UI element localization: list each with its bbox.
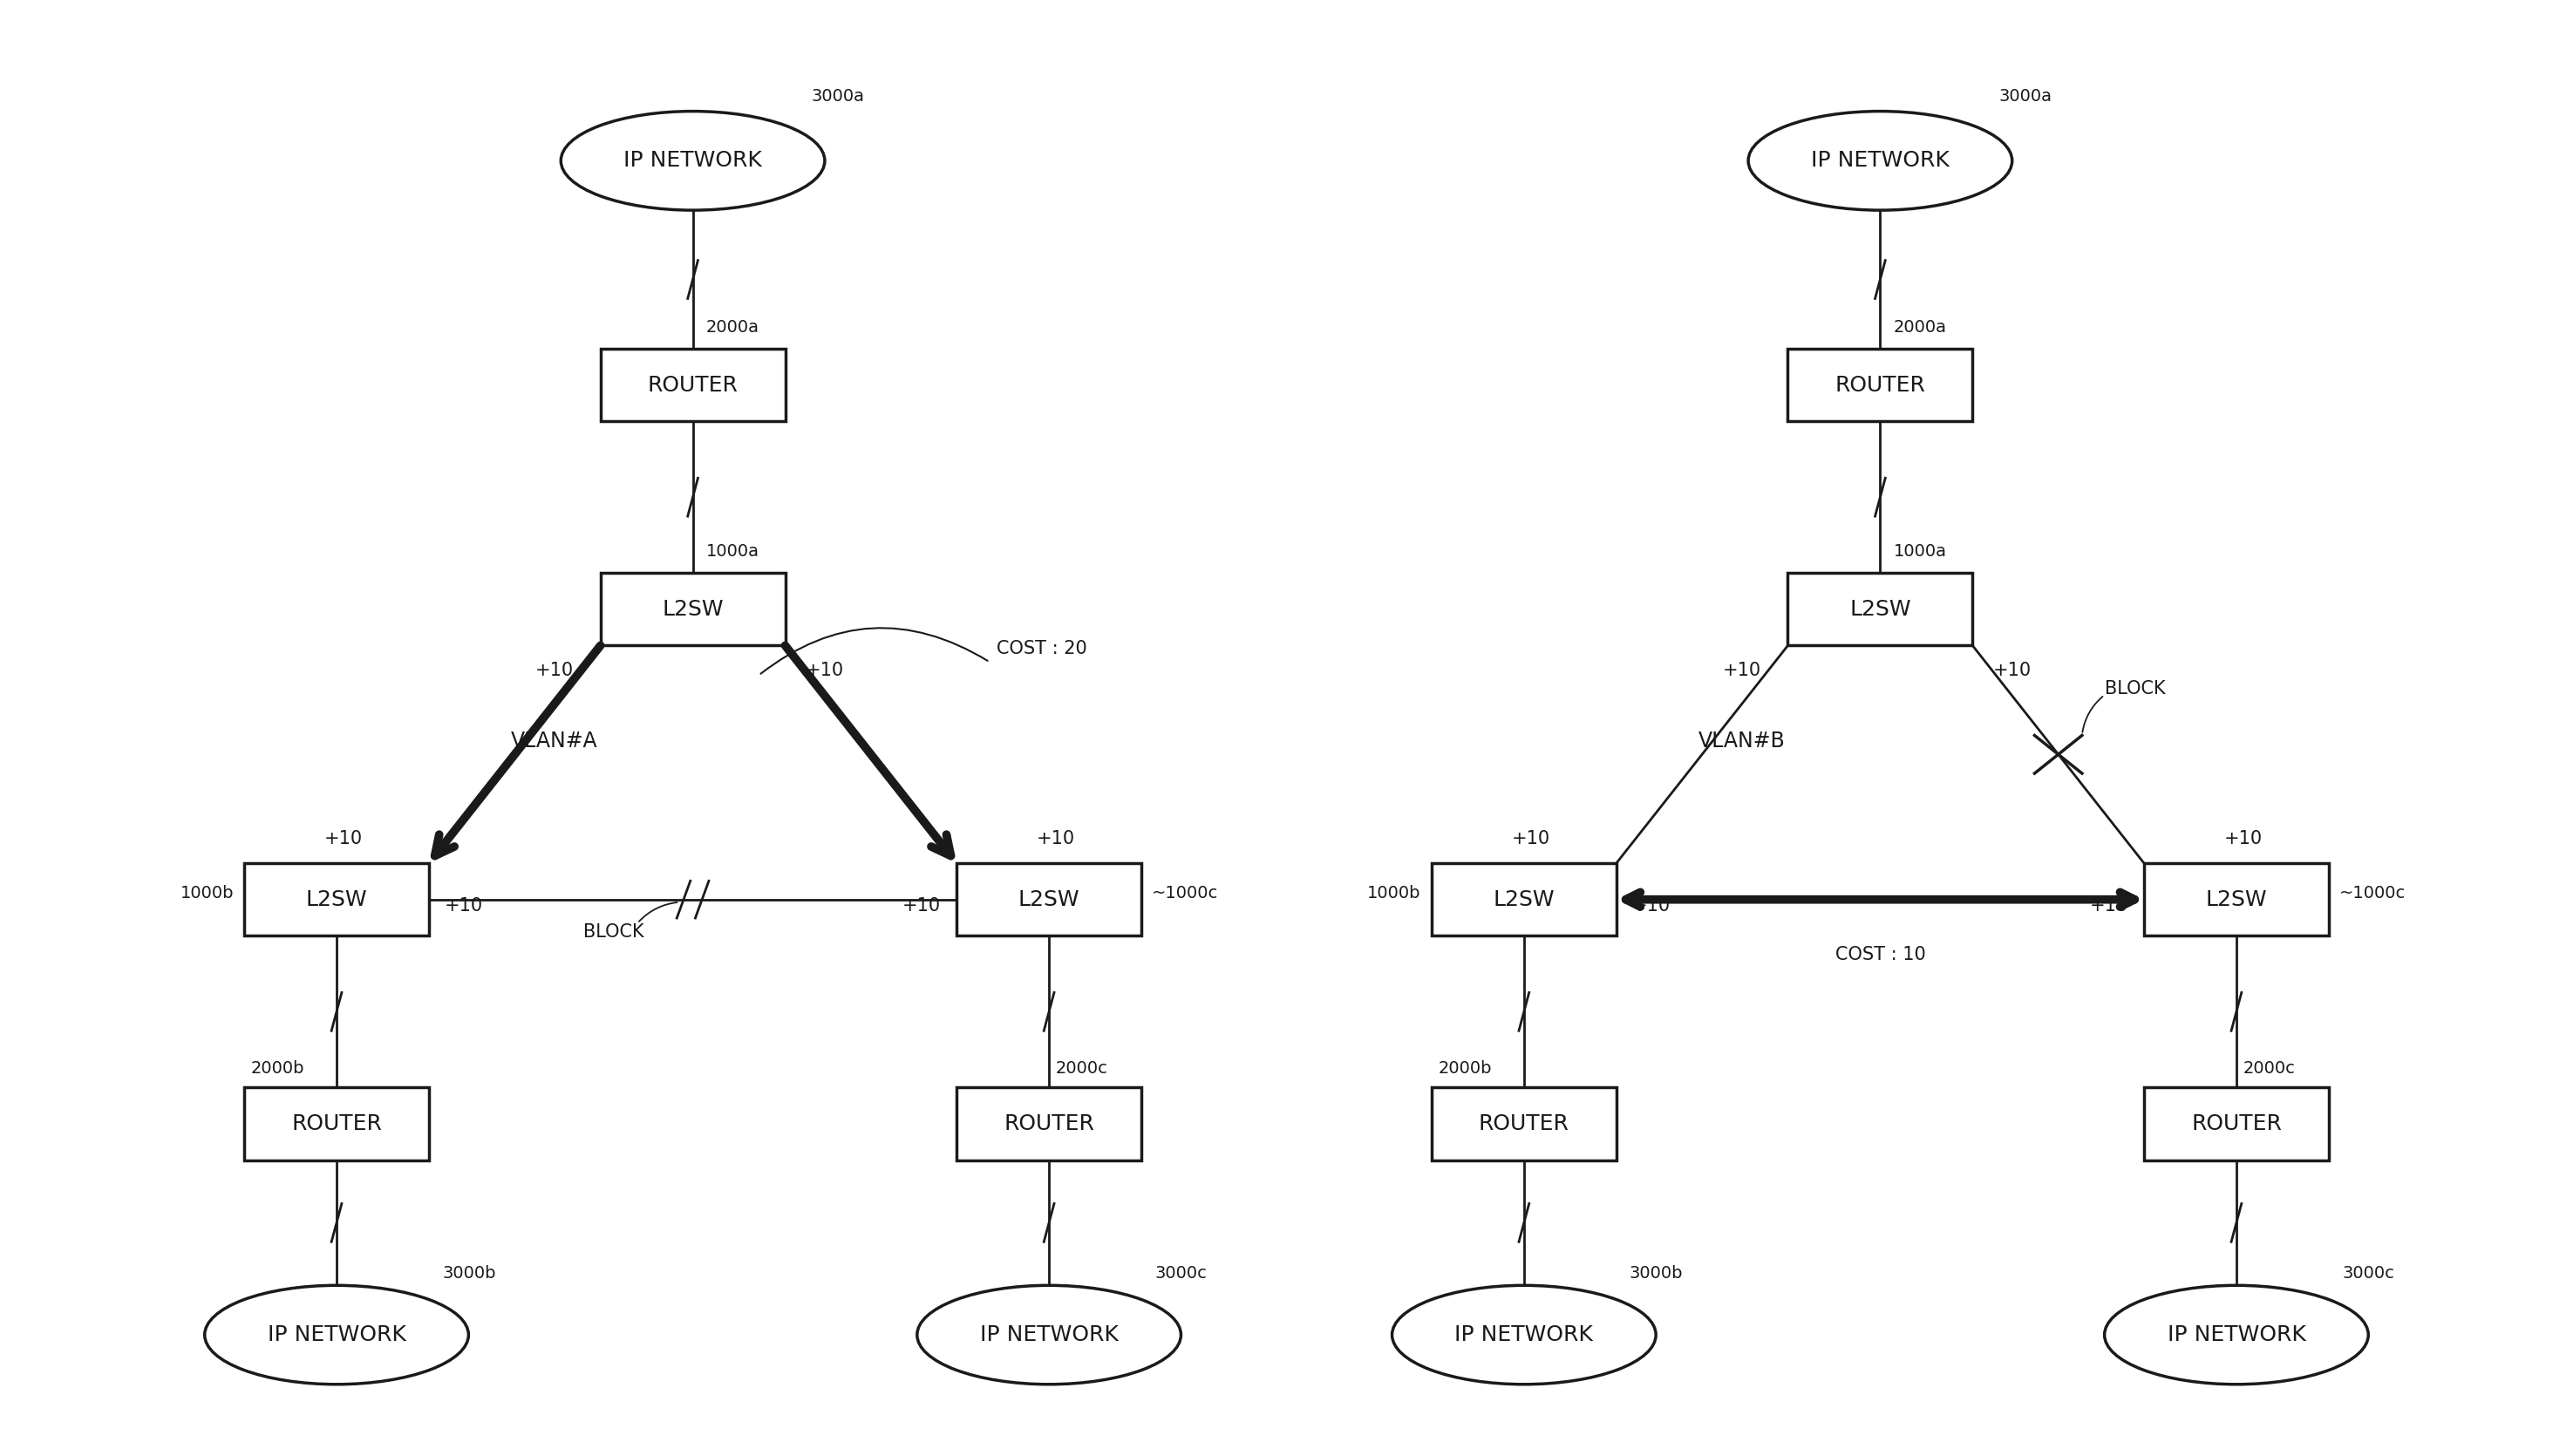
Text: IP NETWORK: IP NETWORK (980, 1325, 1119, 1345)
Text: IP NETWORK: IP NETWORK (268, 1325, 407, 1345)
FancyBboxPatch shape (1788, 574, 1973, 645)
Text: +10: +10 (535, 661, 574, 678)
FancyBboxPatch shape (2143, 1088, 2329, 1160)
Text: 2000b: 2000b (250, 1060, 304, 1077)
FancyBboxPatch shape (2143, 863, 2329, 936)
Text: 3000b: 3000b (1629, 1265, 1683, 1281)
Text: +10: +10 (1631, 897, 1670, 914)
FancyBboxPatch shape (1431, 863, 1616, 936)
Text: COST : 20: COST : 20 (996, 641, 1086, 658)
FancyBboxPatch shape (244, 1088, 430, 1160)
Text: L2SW: L2SW (1850, 598, 1912, 620)
Text: 2000a: 2000a (705, 319, 759, 335)
Text: IP NETWORK: IP NETWORK (1454, 1325, 1593, 1345)
Text: +10: +10 (1721, 661, 1760, 678)
Text: ROUTER: ROUTER (648, 374, 738, 396)
Text: +10: +10 (1037, 830, 1076, 847)
Text: +10: +10 (324, 830, 363, 847)
Text: +10: +10 (903, 897, 942, 914)
Text: 3000a: 3000a (1999, 89, 2053, 105)
Text: 3000a: 3000a (810, 89, 865, 105)
Text: 1000a: 1000a (1894, 543, 1948, 559)
Text: IP NETWORK: IP NETWORK (623, 150, 762, 172)
FancyBboxPatch shape (600, 349, 785, 421)
Text: L2SW: L2SW (1492, 890, 1554, 910)
FancyBboxPatch shape (1788, 349, 1973, 421)
Text: ROUTER: ROUTER (2192, 1114, 2282, 1134)
Text: ROUTER: ROUTER (1835, 374, 1925, 396)
Text: 2000c: 2000c (2244, 1060, 2295, 1077)
Text: 3000c: 3000c (1155, 1265, 1207, 1281)
Text: 1000b: 1000b (180, 885, 234, 901)
Text: 3000b: 3000b (443, 1265, 497, 1281)
Text: +10: +10 (1994, 661, 2030, 678)
Text: IP NETWORK: IP NETWORK (1811, 150, 1950, 172)
Text: L2SW: L2SW (2205, 890, 2267, 910)
FancyBboxPatch shape (957, 863, 1142, 936)
Text: IP NETWORK: IP NETWORK (2166, 1325, 2305, 1345)
Text: COST : 10: COST : 10 (1835, 946, 1925, 962)
FancyBboxPatch shape (957, 1088, 1142, 1160)
Text: ROUTER: ROUTER (1479, 1114, 1570, 1134)
Text: ~1000c: ~1000c (1153, 885, 1220, 901)
Text: BLOCK: BLOCK (584, 923, 643, 941)
Text: 2000b: 2000b (1438, 1060, 1492, 1077)
Text: 2000c: 2000c (1055, 1060, 1109, 1077)
Text: +10: +10 (445, 897, 484, 914)
Text: VLAN#A: VLAN#A (512, 731, 597, 751)
Text: ~1000c: ~1000c (2339, 885, 2406, 901)
Text: L2SW: L2SW (661, 598, 723, 620)
Text: BLOCK: BLOCK (2105, 680, 2164, 697)
Text: L2SW: L2SW (306, 890, 368, 910)
Text: +10: +10 (2223, 830, 2262, 847)
Text: 1000b: 1000b (1366, 885, 1420, 901)
FancyBboxPatch shape (600, 574, 785, 645)
Text: ROUTER: ROUTER (291, 1114, 381, 1134)
Text: L2SW: L2SW (1019, 890, 1081, 910)
Text: +10: +10 (1510, 830, 1549, 847)
Text: ROUTER: ROUTER (1003, 1114, 1094, 1134)
Text: +10: +10 (2089, 897, 2128, 914)
Text: 1000a: 1000a (705, 543, 759, 559)
Text: 3000c: 3000c (2341, 1265, 2393, 1281)
Text: +10: +10 (805, 661, 844, 678)
FancyBboxPatch shape (244, 863, 430, 936)
FancyBboxPatch shape (1431, 1088, 1616, 1160)
Text: VLAN#B: VLAN#B (1698, 731, 1786, 751)
Text: 2000a: 2000a (1894, 319, 1948, 335)
